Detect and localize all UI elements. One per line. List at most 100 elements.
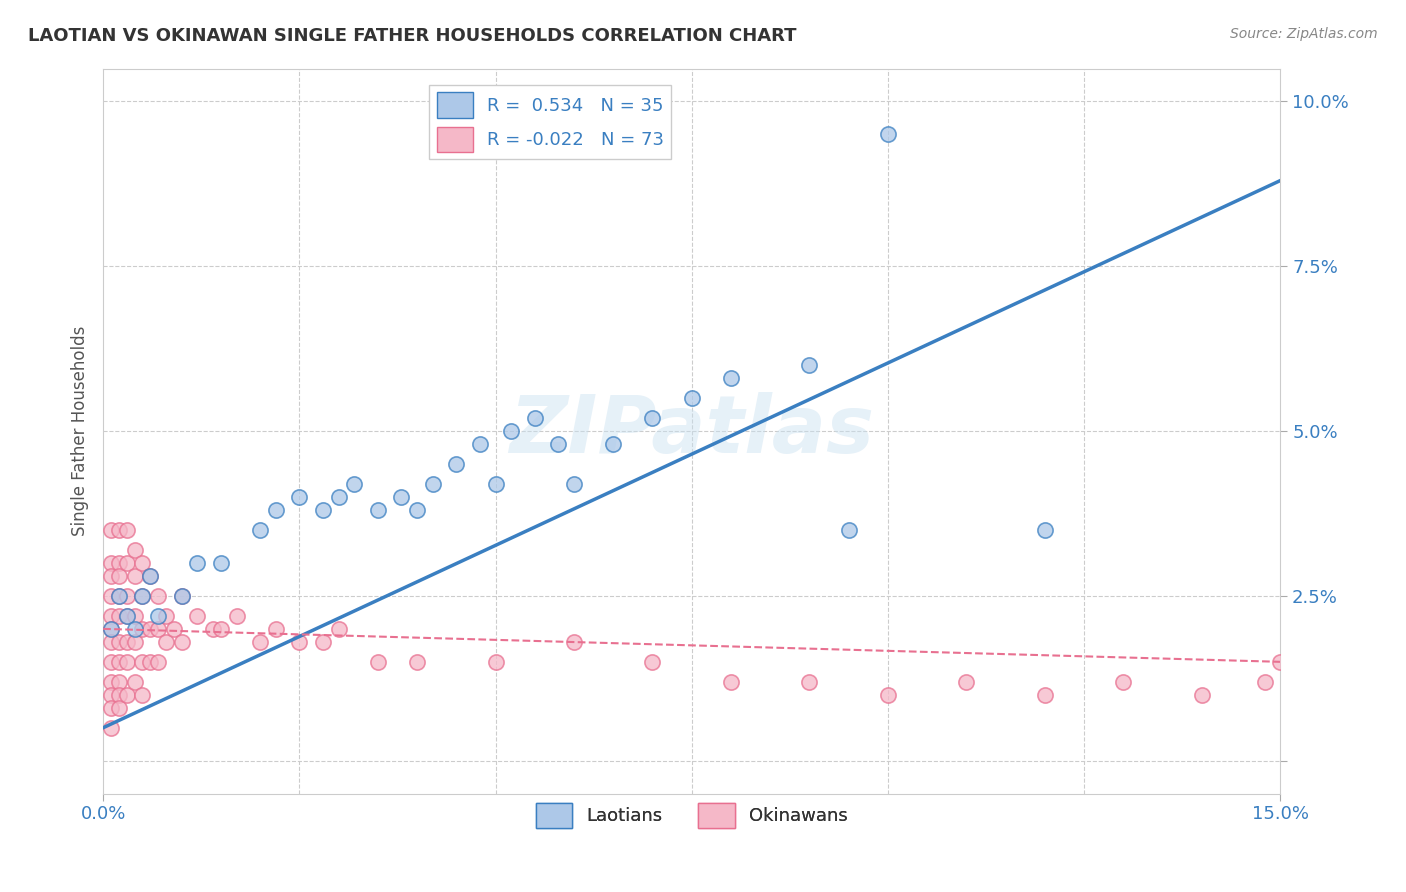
Point [876, 128, 898, 142]
Point [1033, 688, 1056, 702]
Point [562, 635, 585, 649]
Point [1253, 674, 1275, 689]
Point [100, 556, 122, 570]
Point [100, 635, 122, 649]
Point [249, 523, 271, 537]
Point [547, 437, 569, 451]
Point [602, 437, 624, 451]
Point [799, 674, 821, 689]
Point [312, 635, 335, 649]
Point [100, 608, 122, 623]
Point [328, 490, 350, 504]
Point [131, 688, 153, 702]
Point [139, 622, 162, 636]
Point [115, 589, 138, 603]
Point [124, 674, 146, 689]
Point [108, 655, 131, 669]
Text: Source: ZipAtlas.com: Source: ZipAtlas.com [1230, 27, 1378, 41]
Point [108, 635, 131, 649]
Point [100, 622, 122, 636]
Point [367, 503, 389, 517]
Point [146, 589, 169, 603]
Point [186, 556, 208, 570]
Point [155, 635, 177, 649]
Point [115, 608, 138, 623]
Point [312, 503, 335, 517]
Point [139, 655, 162, 669]
Point [108, 523, 131, 537]
Point [343, 476, 366, 491]
Point [876, 688, 898, 702]
Point [124, 569, 146, 583]
Point [799, 358, 821, 372]
Point [1112, 674, 1135, 689]
Point [131, 589, 153, 603]
Point [108, 569, 131, 583]
Point [124, 542, 146, 557]
Point [484, 476, 506, 491]
Point [186, 608, 208, 623]
Point [124, 622, 146, 636]
Point [139, 569, 162, 583]
Point [124, 635, 146, 649]
Point [681, 391, 703, 405]
Point [641, 411, 664, 425]
Point [146, 655, 169, 669]
Point [562, 476, 585, 491]
Point [209, 622, 232, 636]
Point [170, 589, 193, 603]
Point [131, 655, 153, 669]
Point [406, 655, 429, 669]
Point [100, 655, 122, 669]
Point [641, 655, 664, 669]
Point [100, 589, 122, 603]
Point [108, 701, 131, 715]
Point [446, 457, 468, 471]
Point [115, 608, 138, 623]
Point [720, 371, 742, 385]
Point [115, 635, 138, 649]
Point [328, 622, 350, 636]
Point [838, 523, 860, 537]
Point [146, 622, 169, 636]
Point [484, 655, 506, 669]
Point [288, 635, 311, 649]
Point [523, 411, 546, 425]
Point [108, 688, 131, 702]
Point [100, 721, 122, 735]
Point [108, 589, 131, 603]
Y-axis label: Single Father Households: Single Father Households [72, 326, 89, 536]
Point [108, 589, 131, 603]
Point [115, 655, 138, 669]
Point [209, 556, 232, 570]
Point [115, 523, 138, 537]
Point [1033, 523, 1056, 537]
Point [146, 608, 169, 623]
Point [108, 556, 131, 570]
Point [225, 608, 247, 623]
Point [422, 476, 444, 491]
Point [367, 655, 389, 669]
Point [288, 490, 311, 504]
Point [249, 635, 271, 649]
Text: LAOTIAN VS OKINAWAN SINGLE FATHER HOUSEHOLDS CORRELATION CHART: LAOTIAN VS OKINAWAN SINGLE FATHER HOUSEH… [28, 27, 797, 45]
Point [115, 556, 138, 570]
Point [131, 622, 153, 636]
Point [264, 503, 287, 517]
Point [201, 622, 224, 636]
Point [155, 608, 177, 623]
Point [406, 503, 429, 517]
Point [468, 437, 491, 451]
Point [170, 635, 193, 649]
Point [170, 589, 193, 603]
Point [720, 674, 742, 689]
Text: ZIPatlas: ZIPatlas [509, 392, 875, 470]
Point [100, 523, 122, 537]
Point [100, 622, 122, 636]
Point [389, 490, 412, 504]
Point [108, 608, 131, 623]
Point [131, 556, 153, 570]
Legend: Laotians, Okinawans: Laotians, Okinawans [529, 796, 855, 836]
Point [100, 701, 122, 715]
Point [100, 569, 122, 583]
